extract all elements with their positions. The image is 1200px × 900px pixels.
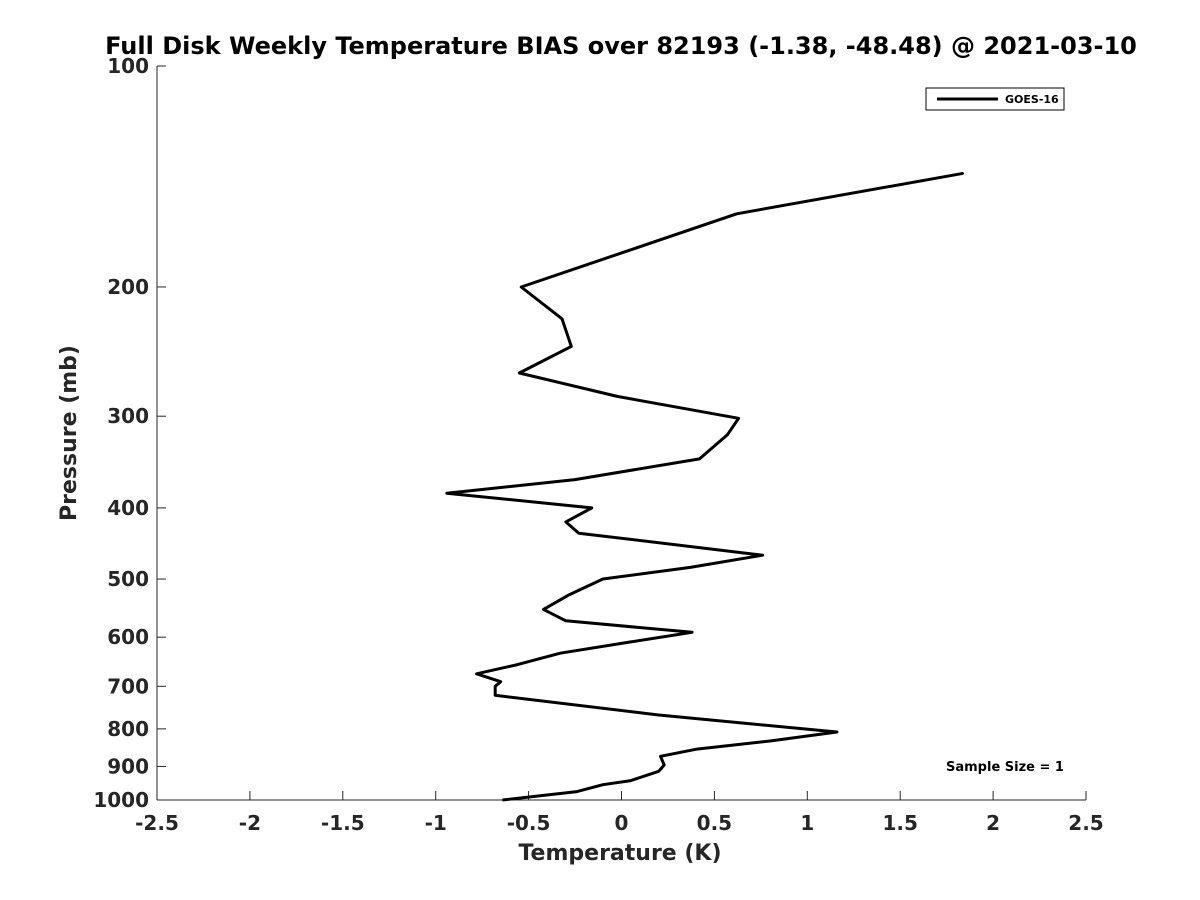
data-point — [590, 507, 593, 509]
data-point — [568, 593, 571, 596]
data-point — [494, 685, 496, 688]
data-point — [499, 680, 502, 683]
y-tick-label: 500 — [107, 567, 149, 591]
data-point — [570, 345, 573, 348]
y-axis-ticks: 100 200 300 400 500 600 700 800 900 1000 — [93, 54, 166, 812]
y-tick-label: 800 — [107, 717, 149, 741]
data-point — [564, 521, 567, 523]
data-point — [629, 641, 632, 643]
y-tick-label: 600 — [107, 625, 149, 649]
x-axis-ticks: -2.5 -2 -1.5 -1 -0.5 0 0.5 1 1.5 2 2.5 — [135, 791, 1104, 835]
y-tick-label: 100 — [107, 54, 149, 78]
y-tick-label: 200 — [107, 275, 149, 299]
data-point — [629, 779, 632, 782]
data-point — [691, 631, 693, 634]
x-tick-label: -2.5 — [135, 811, 179, 835]
data-point — [657, 714, 660, 716]
data-point — [520, 286, 522, 288]
data-point — [737, 417, 740, 420]
data-point — [564, 620, 567, 622]
data-point — [659, 755, 662, 758]
x-tick-label: 2.5 — [1068, 811, 1103, 835]
data-point — [561, 317, 563, 320]
data-point — [574, 478, 576, 481]
x-tick-label: 0 — [615, 811, 629, 835]
data-point — [602, 783, 604, 786]
data-point — [518, 372, 521, 374]
x-tick-label: -1.5 — [321, 811, 365, 835]
y-tick-label: 300 — [107, 404, 149, 428]
data-point — [689, 566, 692, 569]
data-point — [735, 213, 738, 215]
x-tick-label: 1.5 — [882, 811, 917, 835]
legend: GOES-16 — [925, 87, 1065, 111]
chart-title: Full Disk Weekly Temperature BIAS over 8… — [105, 32, 1137, 60]
legend-label-goes-16: GOES-16 — [1005, 93, 1059, 106]
data-point — [602, 578, 604, 580]
y-axis-label: Pressure (mb) — [57, 345, 82, 521]
data-point — [663, 764, 666, 766]
data-point — [962, 172, 965, 175]
data-point — [629, 249, 632, 251]
y-tick-label: 400 — [107, 496, 149, 520]
x-tick-label: 2 — [986, 811, 1000, 835]
data-point — [657, 770, 660, 773]
x-tick-label: -1 — [425, 811, 447, 835]
data-point — [616, 395, 619, 398]
data-point — [446, 492, 448, 495]
data-point — [769, 740, 771, 742]
series-points — [446, 172, 965, 801]
x-tick-label: -2 — [239, 811, 261, 835]
x-tick-label: 1 — [800, 811, 814, 835]
x-tick-label: 0.5 — [697, 811, 732, 835]
data-point — [542, 608, 545, 611]
y-tick-label: 900 — [107, 754, 149, 778]
x-axis-label: Temperature (K) — [518, 841, 721, 866]
data-point — [475, 672, 478, 675]
data-point — [576, 790, 578, 793]
data-point — [698, 458, 701, 460]
sample-size-annotation: Sample Size = 1 — [946, 760, 1064, 775]
data-point — [494, 694, 496, 697]
data-point — [559, 652, 561, 655]
data-point — [695, 748, 697, 751]
data-point — [577, 532, 580, 534]
data-point — [761, 554, 764, 557]
y-tick-label: 700 — [107, 674, 149, 698]
y-tick-label: 1000 — [93, 788, 149, 812]
x-tick-label: -0.5 — [507, 811, 551, 835]
data-point — [726, 433, 729, 436]
data-point — [516, 663, 519, 666]
data-point — [836, 731, 838, 733]
data-point — [501, 799, 504, 801]
